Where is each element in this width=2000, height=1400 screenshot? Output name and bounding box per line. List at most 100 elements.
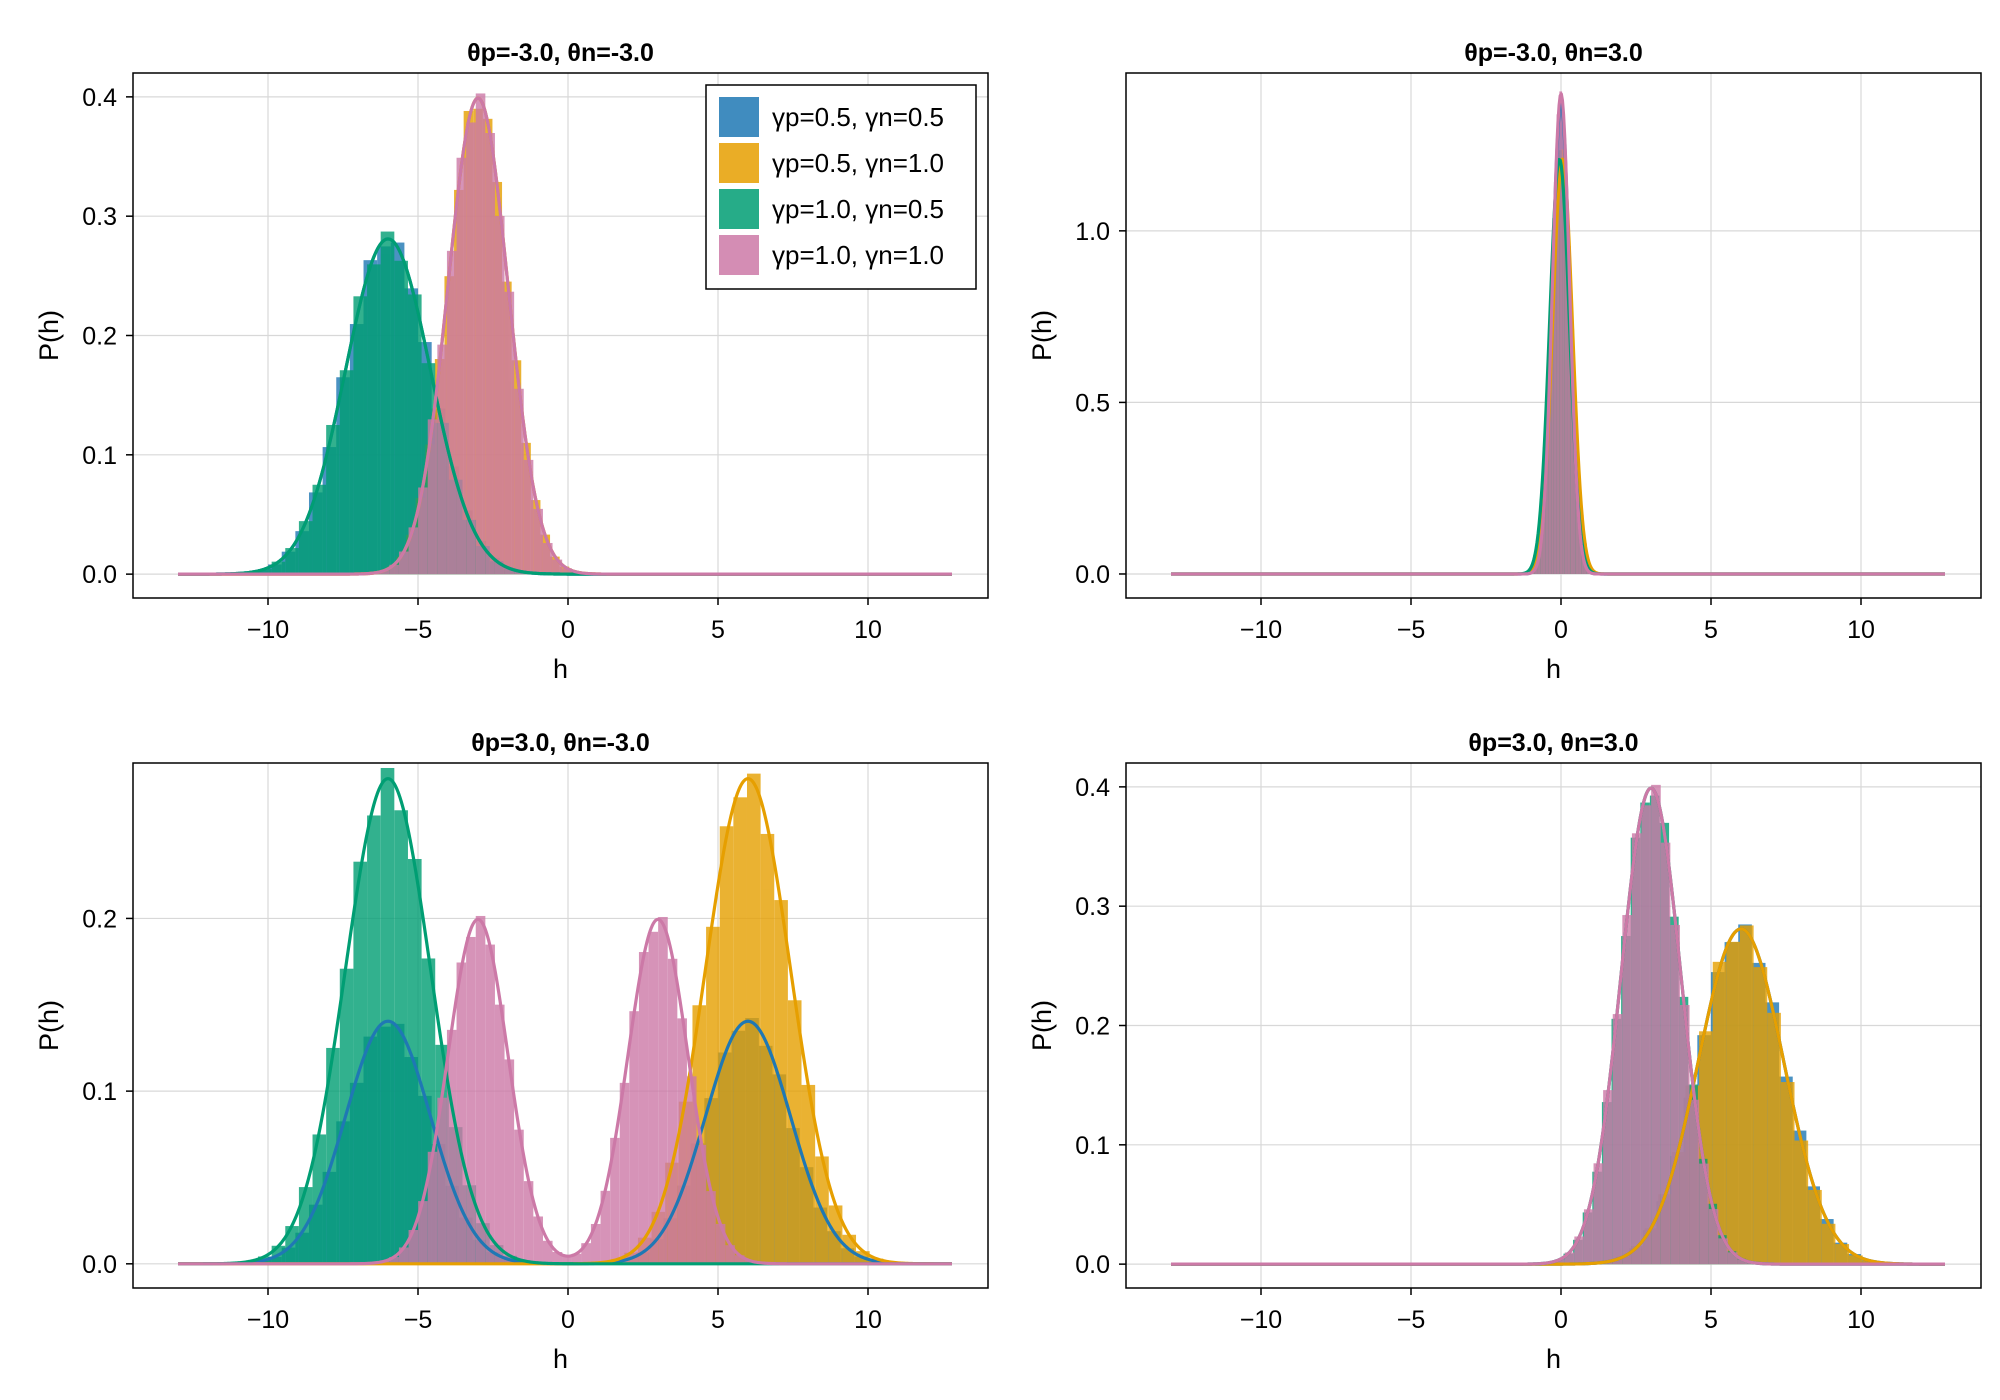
histogram-bar	[562, 568, 572, 575]
histogram-bar	[504, 291, 515, 575]
histogram-bar	[733, 797, 747, 1264]
histogram-bar	[504, 1059, 515, 1264]
histogram-bar	[1555, 1259, 1565, 1265]
subplot-title: θp=-3.0, θn=3.0	[1464, 39, 1643, 67]
y-tick-label: 0.0	[1075, 561, 1110, 589]
x-axis-label: h	[553, 654, 568, 684]
histogram-bar	[1567, 268, 1571, 574]
histogram-bar	[552, 559, 563, 575]
y-tick-label: 0.0	[1075, 1251, 1110, 1279]
legend-swatch-2	[719, 143, 759, 183]
histogram-bar	[590, 1223, 601, 1264]
histogram-bar	[667, 958, 678, 1264]
histogram-bar	[380, 767, 395, 1264]
histogram-bar	[715, 1223, 726, 1264]
histogram-bar	[485, 944, 495, 1264]
histogram-bar	[485, 132, 495, 575]
histogram-bar	[629, 1011, 639, 1264]
histogram-bar	[285, 548, 299, 575]
histogram-bar	[326, 424, 340, 575]
y-axis-label: P(h)	[34, 310, 64, 361]
histogram-bar	[1542, 504, 1546, 574]
y-tick-label: 0.5	[1075, 389, 1110, 417]
histogram-bar	[1540, 538, 1543, 574]
legend-label-4: γp=1.0, γn=1.0	[772, 240, 944, 270]
histogram-bar	[552, 1252, 563, 1264]
histogram-bar	[610, 1137, 620, 1264]
x-tick-label: −5	[1397, 1306, 1426, 1334]
x-tick-label: 10	[854, 1306, 882, 1334]
histogram-bar	[1753, 967, 1768, 1265]
histogram-bar	[571, 1253, 582, 1264]
histogram-bar	[1699, 1163, 1709, 1265]
x-tick-label: 0	[1554, 616, 1568, 644]
histogram-bar	[533, 508, 543, 575]
density-line-4	[177, 917, 953, 1266]
histogram-bar	[466, 122, 476, 575]
x-tick-label: −10	[1240, 616, 1282, 644]
subplot-3: −10 −5 0 5 10 0.0 0.1 0.2 θp=3.0, θn=-3.0 h P(h)	[34, 729, 989, 1374]
histogram-bar	[1548, 370, 1552, 574]
y-tick-label: 0.1	[82, 442, 117, 470]
histogram-4	[370, 93, 591, 575]
histogram-bar	[475, 915, 486, 1264]
histogram-bar	[1556, 114, 1560, 574]
histogram-bar	[1651, 784, 1661, 1265]
histogram-bar	[427, 419, 438, 575]
histogram-bar	[542, 1240, 553, 1264]
x-tick-label: −5	[1397, 616, 1426, 644]
subplot-2: −10 −5 0 5 10 0.0 0.5 1.0 θp=-3.0, θn=3.0 h P(h)	[1027, 39, 1982, 684]
y-tick-label: 0.3	[1075, 893, 1110, 921]
histogram-bar	[418, 487, 428, 575]
histogram-bar	[1641, 805, 1652, 1265]
y-tick-label: 0.2	[82, 905, 117, 933]
x-tick-label: −10	[247, 616, 289, 644]
histogram-bar	[1739, 925, 1754, 1265]
x-tick-label: −10	[1240, 1306, 1282, 1334]
histogram-bar	[339, 370, 354, 575]
histogram-bar	[398, 551, 409, 575]
histogram-bar	[1573, 432, 1576, 574]
histogram-bar	[394, 260, 408, 575]
histogram-bar	[686, 1076, 697, 1264]
legend: γp=0.5, γn=0.5 γp=0.5, γn=1.0 γp=1.0, γn=0…	[705, 84, 977, 290]
histogram-bar	[1712, 961, 1727, 1265]
x-tick-label: 10	[854, 616, 882, 644]
histogram-bar	[418, 1201, 428, 1264]
histogram-bar	[562, 1256, 572, 1264]
x-axis-label: h	[553, 1344, 568, 1374]
histogram-bar	[658, 916, 668, 1264]
density-line-2	[177, 777, 953, 1266]
x-tick-label: 0	[561, 1306, 575, 1334]
histogram-bar	[1564, 182, 1568, 574]
histogram-bar	[514, 388, 524, 575]
axes-frame	[1125, 72, 1982, 599]
density-line-4	[177, 96, 953, 576]
histogram-bar	[379, 570, 390, 575]
y-axis-label: P(h)	[1027, 1000, 1057, 1051]
histogram-bar	[367, 264, 381, 575]
legend-swatch-4	[719, 235, 759, 275]
subplot-title: θp=3.0, θn=-3.0	[471, 729, 650, 757]
x-tick-label: −5	[404, 616, 433, 644]
plot-data	[177, 767, 953, 1266]
histogram-bar	[1578, 530, 1582, 574]
x-axis-label: h	[1546, 654, 1561, 684]
histogram-bar	[648, 931, 659, 1264]
x-tick-label: 5	[711, 616, 725, 644]
histogram-bar	[1553, 182, 1557, 574]
histogram-bar	[466, 936, 476, 1264]
x-tick-label: 10	[1847, 1306, 1875, 1334]
density-line-3	[1170, 786, 1946, 1266]
histogram-bar	[1537, 557, 1541, 574]
histogram-bar	[475, 93, 486, 575]
histogram-bar	[638, 952, 649, 1264]
density-line-4	[1170, 92, 1946, 576]
histogram-bar	[456, 962, 467, 1264]
histogram-bar	[1631, 833, 1642, 1265]
histogram-bar	[389, 1257, 399, 1264]
histogram-bar	[427, 1151, 438, 1264]
histogram-bar	[1821, 1223, 1836, 1265]
histogram-bar	[437, 344, 447, 575]
